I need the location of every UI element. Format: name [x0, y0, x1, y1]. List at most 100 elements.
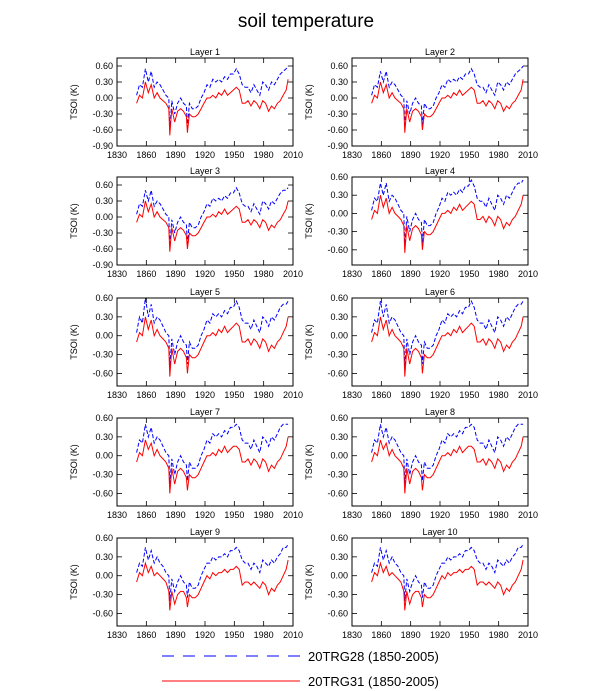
- y-tick-label: 0.30: [95, 552, 113, 562]
- y-axis-label: TSOI (K): [304, 84, 314, 120]
- x-tick-label: 1920: [195, 150, 215, 160]
- x-tick-label: 1980: [254, 269, 274, 279]
- y-axis-label: TSOI (K): [304, 564, 314, 600]
- panel-title: Layer 5: [190, 287, 220, 297]
- y-tick-label: 0.00: [330, 451, 348, 461]
- y-tick-label: 0.60: [95, 180, 113, 190]
- y-tick-label: 0.00: [330, 331, 348, 341]
- x-tick-label: 1860: [371, 390, 391, 400]
- series-line-20TRG31: [136, 559, 289, 611]
- panel-title: Layer 7: [190, 407, 220, 417]
- series-line-20TRG28: [371, 423, 524, 485]
- x-tick-label: 1830: [342, 390, 362, 400]
- y-axis-label: TSOI (K): [69, 84, 79, 120]
- y-tick-label: -0.30: [327, 109, 348, 119]
- x-tick-label: 1860: [136, 390, 156, 400]
- x-tick-label: 1980: [254, 390, 274, 400]
- y-tick-label: -0.30: [92, 228, 113, 238]
- y-tick-label: 0.30: [330, 312, 348, 322]
- x-tick-label: 1830: [107, 510, 127, 520]
- y-tick-label: -0.60: [327, 488, 348, 498]
- plot-frame: [351, 297, 529, 387]
- y-tick-label: -0.30: [327, 350, 348, 360]
- y-tick-label: 0.30: [330, 552, 348, 562]
- y-tick-label: -0.90: [92, 260, 113, 270]
- y-tick-label: -0.60: [92, 368, 113, 378]
- panel-title: Layer 6: [425, 287, 455, 297]
- y-tick-label: 0.60: [330, 293, 348, 303]
- x-tick-label: 2010: [283, 630, 303, 640]
- series-line-20TRG28: [371, 544, 524, 601]
- y-tick-label: 0.60: [95, 533, 113, 543]
- y-tick-label: 0.30: [330, 77, 348, 87]
- x-tick-label: 1890: [166, 510, 186, 520]
- x-tick-label: 1830: [107, 150, 127, 160]
- y-axis-label: TSOI (K): [69, 444, 79, 480]
- x-tick-label: 2010: [518, 150, 538, 160]
- x-tick-label: 1950: [459, 390, 479, 400]
- x-tick-label: 1950: [459, 630, 479, 640]
- x-tick-label: 1860: [371, 150, 391, 160]
- plot-frame: [351, 176, 529, 266]
- series-line-20TRG28: [136, 544, 289, 601]
- y-tick-label: -0.90: [92, 141, 113, 151]
- y-tick-label: -0.30: [92, 590, 113, 600]
- chart-panel: Layer 9 TSOI (K) 1830 1860 1890 1920 1950 1980 2…: [69, 527, 303, 640]
- x-tick-label: 1830: [342, 630, 362, 640]
- x-tick-label: 2010: [518, 269, 538, 279]
- y-tick-label: 0.60: [95, 61, 113, 71]
- y-tick-label: 0.30: [330, 190, 348, 200]
- x-tick-label: 1950: [224, 630, 244, 640]
- x-tick-label: 1860: [136, 630, 156, 640]
- series-line-20TRG31: [371, 559, 524, 611]
- y-tick-label: 0.00: [95, 451, 113, 461]
- series-line-20TRG31: [136, 79, 289, 136]
- x-tick-label: 1920: [195, 269, 215, 279]
- y-tick-label: -0.30: [92, 109, 113, 119]
- y-tick-label: 0.00: [95, 331, 113, 341]
- series-line-20TRG31: [136, 436, 289, 494]
- x-tick-label: 1830: [342, 269, 362, 279]
- x-tick-label: 1980: [489, 390, 509, 400]
- y-axis-label: TSOI (K): [304, 444, 314, 480]
- x-tick-label: 1980: [489, 269, 509, 279]
- plot-frame: [116, 537, 294, 627]
- y-tick-label: 0.30: [330, 432, 348, 442]
- y-tick-label: -0.60: [92, 488, 113, 498]
- x-tick-label: 1890: [401, 150, 421, 160]
- y-tick-label: -0.30: [92, 470, 113, 480]
- chart-panel: Layer 4 TSOI (K) 1830 1860 1890 1920 1950 1980 2…: [304, 166, 538, 279]
- x-tick-label: 1980: [254, 510, 274, 520]
- y-tick-label: 0.30: [95, 432, 113, 442]
- x-tick-label: 1980: [489, 150, 509, 160]
- y-tick-label: 0.00: [330, 208, 348, 218]
- x-tick-label: 1890: [401, 510, 421, 520]
- plot-frame: [351, 417, 529, 507]
- y-tick-label: 0.60: [330, 172, 348, 182]
- x-tick-label: 1920: [195, 630, 215, 640]
- x-tick-label: 1950: [224, 390, 244, 400]
- x-tick-label: 1950: [224, 510, 244, 520]
- x-tick-label: 1920: [430, 269, 450, 279]
- y-tick-label: 0.60: [330, 533, 348, 543]
- y-tick-label: -0.30: [327, 590, 348, 600]
- x-tick-label: 1980: [489, 630, 509, 640]
- x-tick-label: 1980: [489, 510, 509, 520]
- y-tick-label: -0.90: [327, 141, 348, 151]
- x-tick-label: 1860: [371, 510, 391, 520]
- y-tick-label: 0.00: [95, 571, 113, 581]
- x-tick-label: 1890: [166, 150, 186, 160]
- x-tick-label: 1830: [107, 630, 127, 640]
- x-tick-label: 1950: [459, 150, 479, 160]
- chart-panel: Layer 3 TSOI (K) 1830 1860 1890 1920 1950 1980 2…: [69, 166, 303, 279]
- series-line-20TRG28: [136, 65, 289, 131]
- plot-frame: [116, 176, 294, 266]
- series-line-20TRG31: [136, 316, 289, 377]
- x-tick-label: 1830: [107, 269, 127, 279]
- x-tick-label: 1890: [166, 390, 186, 400]
- y-tick-label: -0.60: [327, 368, 348, 378]
- series-line-20TRG28: [136, 298, 289, 368]
- y-axis-label: TSOI (K): [304, 203, 314, 239]
- x-tick-label: 1890: [401, 390, 421, 400]
